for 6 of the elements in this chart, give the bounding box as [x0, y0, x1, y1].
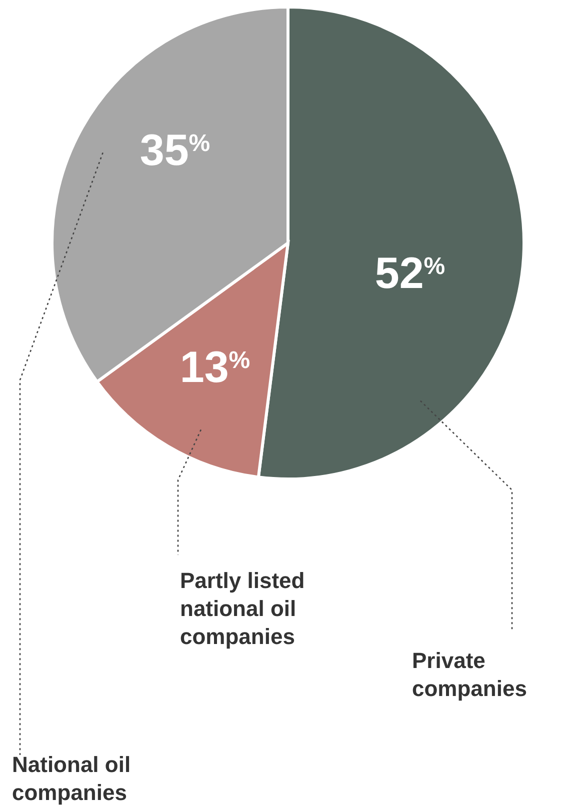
data-label: 52%: [374, 249, 446, 298]
data-label: 35%: [140, 126, 210, 175]
slice-label: National oil companies: [12, 752, 131, 805]
slice-label: Partly listed national oil companies: [180, 568, 305, 649]
slice-label: Private companies: [412, 648, 527, 701]
data-label: 13%: [180, 343, 250, 392]
